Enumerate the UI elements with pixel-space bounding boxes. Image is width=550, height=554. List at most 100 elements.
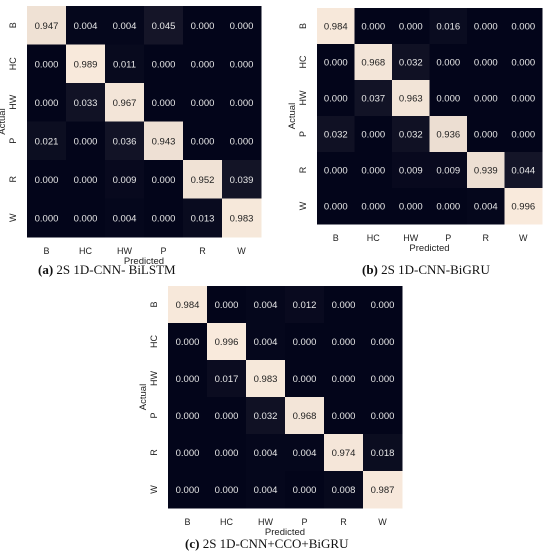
cell-value-label: 0.021 — [35, 136, 59, 147]
cell-value-label: 0.013 — [191, 213, 215, 224]
x-axis-label: Predicted — [124, 256, 164, 267]
x-tick-label: W — [519, 233, 528, 243]
cell-value-label: 0.000 — [191, 59, 215, 70]
x-tick-label: HC — [220, 517, 233, 527]
heatmap-cell — [429, 152, 468, 189]
cell-value-label: 0.000 — [324, 202, 348, 213]
heatmap-a-svg: 0.947 0.004 0.004 0.045 0.000 0.000 0.000 0.989… — [0, 6, 262, 267]
cell-value-label: 0.000 — [152, 213, 176, 224]
heatmap-cell — [207, 286, 247, 324]
cell-value-label: 0.936 — [436, 130, 460, 141]
cell-value-label: 0.000 — [191, 21, 215, 32]
heatmap-c-svg: 0.984 0.000 0.004 0.012 0.000 0.000 0.000 0.996… — [138, 286, 403, 538]
cell-value-label: 0.000 — [371, 300, 395, 311]
cell-value-label: 0.000 — [399, 202, 423, 213]
heatmap-cell — [66, 121, 106, 161]
cell-value-label: 0.000 — [332, 374, 356, 385]
x-tick-label: B — [333, 233, 339, 243]
cell-value-label: 0.000 — [152, 98, 176, 109]
cell-value-label: 0.000 — [191, 98, 215, 109]
cell-value-label: 0.004 — [474, 202, 498, 213]
cell-value-label: 0.000 — [293, 337, 317, 348]
heatmap-cell — [144, 6, 184, 45]
heatmap-cell — [392, 44, 430, 81]
cell-value-label: 0.000 — [230, 98, 254, 109]
cell-value-label: 0.032 — [324, 130, 348, 141]
y-tick-label: HW — [298, 90, 308, 105]
cell-value-label: 0.000 — [230, 59, 254, 70]
y-tick-label: W — [8, 213, 18, 222]
cell-value-label: 0.987 — [371, 485, 395, 496]
heatmap-cell — [222, 198, 262, 238]
cell-value-label: 0.000 — [215, 300, 239, 311]
cell-value-label: 0.000 — [361, 22, 385, 33]
heatmap-cell — [27, 6, 67, 45]
heatmap-cell — [168, 286, 208, 324]
heatmap-cell — [222, 160, 262, 199]
heatmap-cell — [354, 188, 393, 225]
cell-value-label: 0.004 — [254, 448, 278, 459]
cell-value-label: 0.000 — [332, 337, 356, 348]
heatmap-cell — [27, 44, 67, 84]
heatmap-cell — [354, 8, 393, 45]
cell-value-label: 0.000 — [152, 175, 176, 186]
heatmap-cell — [105, 6, 145, 45]
heatmap-cell — [105, 44, 145, 84]
y-tick-label: P — [149, 412, 159, 418]
heatmap-cell — [354, 152, 393, 189]
heatmap-cell — [467, 116, 505, 153]
cell-value-label: 0.000 — [474, 94, 498, 105]
heatmap-cell — [317, 116, 355, 153]
heatmap-cell — [504, 152, 543, 189]
heatmap-cell — [324, 397, 364, 435]
cell-value-label: 0.009 — [399, 166, 423, 177]
cell-value-label: 0.000 — [511, 130, 535, 141]
x-axis-label: Predicted — [265, 527, 305, 538]
y-axis-label: Actual — [138, 384, 149, 410]
heatmap-cell — [144, 83, 184, 122]
cell-value-label: 0.000 — [191, 136, 215, 147]
x-tick-label: W — [378, 517, 387, 527]
heatmap-cell — [207, 397, 247, 435]
cell-value-label: 0.000 — [215, 411, 239, 422]
heatmap-cell — [168, 397, 208, 435]
heatmap-cell — [66, 6, 106, 45]
heatmap-cell — [324, 286, 364, 324]
y-tick-label: HW — [149, 371, 159, 386]
heatmap-cell — [207, 323, 247, 361]
y-tick-label: W — [149, 485, 159, 494]
cell-value-label: 0.000 — [35, 175, 59, 186]
x-tick-label: P — [445, 233, 451, 243]
y-tick-label: HC — [8, 57, 18, 70]
cell-value-label: 0.000 — [230, 21, 254, 32]
caption-b: (b) 2S 1D-CNN-BiGRU — [362, 262, 490, 278]
heatmap-cell — [222, 6, 262, 45]
heatmap-panel-b: 0.984 0.000 0.000 0.016 0.000 0.000 0.000 0.968… — [275, 0, 550, 280]
cell-value-label: 0.968 — [293, 411, 317, 422]
heatmap-cell — [363, 471, 403, 509]
heatmap-cell — [183, 83, 223, 122]
cell-value-label: 0.039 — [230, 175, 254, 186]
heatmap-cell — [354, 44, 393, 81]
heatmap-panel-a: 0.947 0.004 0.004 0.045 0.000 0.000 0.000 0.989… — [0, 0, 275, 280]
y-tick-label: R — [298, 166, 308, 173]
cell-value-label: 0.000 — [371, 337, 395, 348]
y-tick-label: B — [149, 301, 159, 307]
heatmap-cell — [429, 8, 468, 45]
heatmap-cell — [222, 44, 262, 84]
cell-value-label: 0.000 — [35, 213, 59, 224]
heatmap-cell — [324, 471, 364, 509]
caption-a-label: (a) — [38, 262, 54, 277]
heatmap-cell — [168, 360, 208, 398]
heatmap-cell — [504, 80, 543, 117]
heatmap-cell — [105, 198, 145, 238]
heatmap-cell — [363, 360, 403, 398]
cell-value-label: 0.000 — [293, 374, 317, 385]
cell-value-label: 0.000 — [324, 166, 348, 177]
cell-value-label: 0.012 — [293, 300, 317, 311]
cell-value-label: 0.000 — [35, 98, 59, 109]
caption-a: (a) 2S 1D-CNN- BiLSTM — [38, 262, 176, 278]
heatmap-cell — [183, 44, 223, 84]
heatmap-cell — [317, 44, 355, 81]
heatmap-cell — [183, 121, 223, 161]
